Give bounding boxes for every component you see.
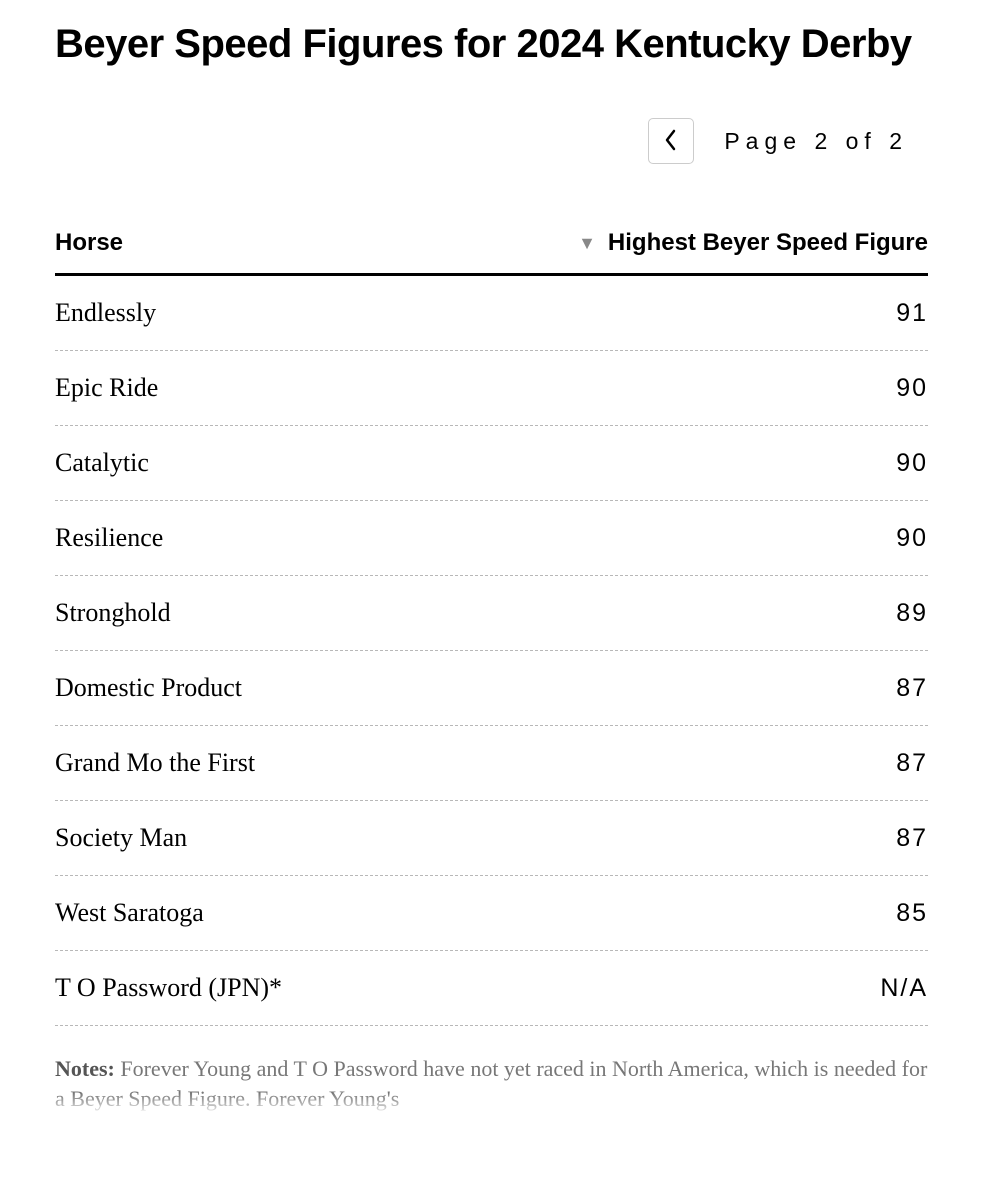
table-header: Horse ▼ Highest Beyer Speed Figure: [55, 229, 928, 276]
cell-figure: 90: [896, 524, 928, 553]
table-body: Endlessly91Epic Ride90Catalytic90Resilie…: [55, 276, 928, 1026]
pagination: Page 2 of 2: [55, 118, 928, 164]
table-row: Endlessly 91: [55, 276, 928, 351]
cell-horse: Society Man: [55, 823, 187, 853]
cell-horse: Stronghold: [55, 598, 171, 628]
cell-horse: Resilience: [55, 523, 163, 553]
notes: Notes: Forever Young and T O Password ha…: [55, 1054, 928, 1113]
chevron-left-icon: [664, 129, 678, 154]
column-header-horse[interactable]: Horse: [55, 229, 578, 257]
cell-horse: T O Password (JPN)*: [55, 973, 282, 1003]
notes-label: Notes:: [55, 1056, 115, 1081]
cell-horse: Epic Ride: [55, 373, 158, 403]
cell-figure: 90: [896, 374, 928, 403]
table-row: Stronghold 89: [55, 576, 928, 651]
notes-text: Forever Young and T O Password have not …: [55, 1056, 927, 1111]
sort-descending-icon: ▼: [578, 234, 596, 252]
table-row: Epic Ride 90: [55, 351, 928, 426]
cell-figure: 91: [896, 299, 928, 328]
cell-horse: Domestic Product: [55, 673, 242, 703]
table-row: Society Man 87: [55, 801, 928, 876]
cell-figure: 87: [896, 824, 928, 853]
cell-figure: 85: [896, 899, 928, 928]
table-row: Resilience 90: [55, 501, 928, 576]
data-table: Horse ▼ Highest Beyer Speed Figure Endle…: [55, 229, 928, 1026]
page-indicator: Page 2 of 2: [724, 128, 908, 155]
cell-horse: Grand Mo the First: [55, 748, 255, 778]
cell-horse: Endlessly: [55, 298, 156, 328]
table-row: Domestic Product 87: [55, 651, 928, 726]
cell-figure: 90: [896, 449, 928, 478]
table-row: Grand Mo the First 87: [55, 726, 928, 801]
cell-figure: 87: [896, 674, 928, 703]
cell-figure: 87: [896, 749, 928, 778]
table-row: T O Password (JPN)* N/A: [55, 951, 928, 1026]
cell-horse: Catalytic: [55, 448, 149, 478]
prev-page-button[interactable]: [648, 118, 694, 164]
cell-horse: West Saratoga: [55, 898, 204, 928]
page-title: Beyer Speed Figures for 2024 Kentucky De…: [55, 20, 928, 68]
cell-figure: 89: [896, 599, 928, 628]
column-header-figure: Highest Beyer Speed Figure: [608, 229, 928, 257]
column-header-figure-wrap[interactable]: ▼ Highest Beyer Speed Figure: [578, 229, 928, 257]
table-row: Catalytic 90: [55, 426, 928, 501]
cell-figure: N/A: [880, 974, 928, 1003]
table-row: West Saratoga 85: [55, 876, 928, 951]
